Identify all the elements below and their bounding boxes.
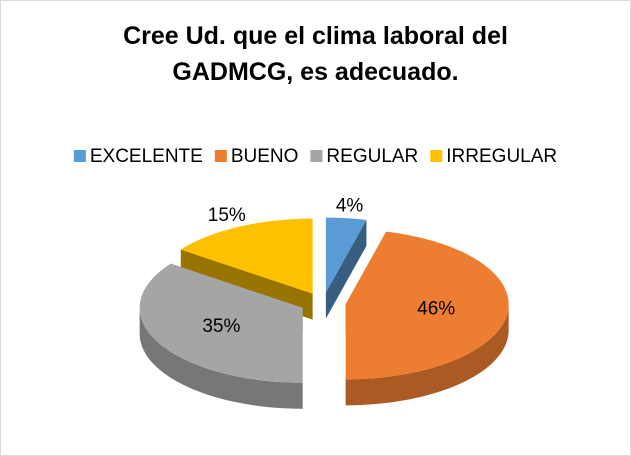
legend-label: IRREGULAR xyxy=(446,146,557,167)
legend-swatch xyxy=(214,150,227,162)
data-label: 35% xyxy=(202,316,240,337)
legend-swatch xyxy=(73,150,86,162)
legend-swatch xyxy=(430,150,443,162)
slice-side xyxy=(345,304,509,406)
legend-label: REGULAR xyxy=(326,146,418,167)
chart-title: Cree Ud. que el clima laboral del GADMCG… xyxy=(123,22,508,86)
pie-tops xyxy=(139,217,509,383)
pie-slice xyxy=(180,218,313,294)
data-label: 46% xyxy=(417,299,455,320)
pie-slice xyxy=(345,231,509,380)
data-label: 4% xyxy=(336,195,364,216)
legend-swatch xyxy=(310,150,323,162)
legend-label: BUENO xyxy=(231,146,299,167)
data-label: 15% xyxy=(208,205,246,226)
pie-slice xyxy=(139,263,303,383)
legend-label: EXCELENTE xyxy=(90,146,203,167)
pie-slice xyxy=(325,217,367,293)
slice-wall xyxy=(325,219,367,319)
slice-side xyxy=(139,307,303,409)
